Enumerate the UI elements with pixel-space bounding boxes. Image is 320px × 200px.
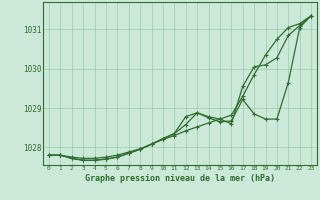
X-axis label: Graphe pression niveau de la mer (hPa): Graphe pression niveau de la mer (hPa) — [85, 174, 275, 183]
